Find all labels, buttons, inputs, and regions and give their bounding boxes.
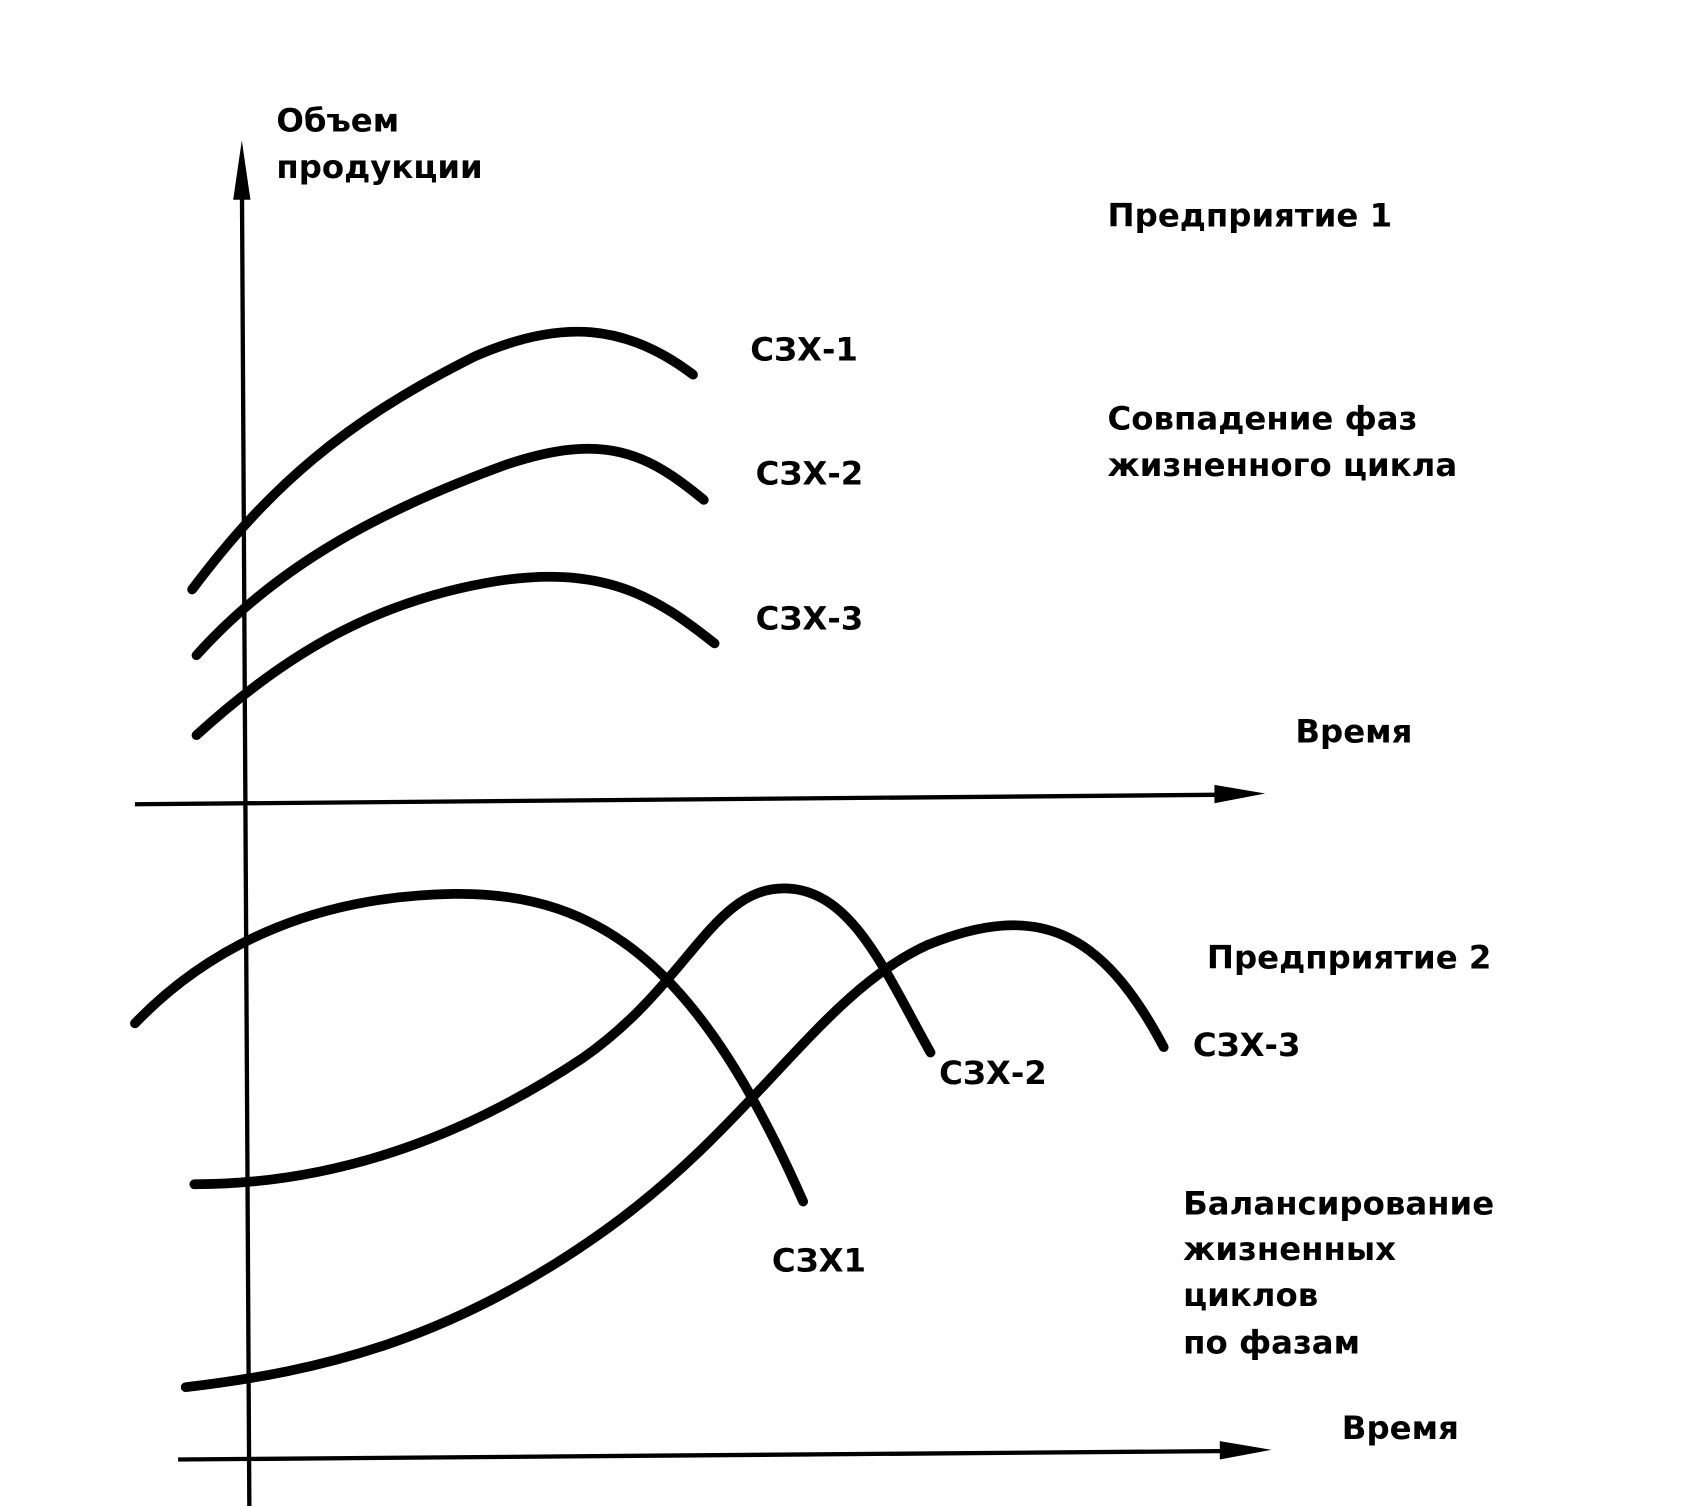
curve-bottom-2	[189, 883, 936, 1190]
description: по фазам	[1183, 1324, 1360, 1362]
description: жизненного цикла	[1108, 446, 1458, 484]
curve-label: СЗХ-2	[756, 455, 864, 493]
panel-title: Предприятие 2	[1207, 938, 1492, 976]
description: циклов	[1183, 1276, 1318, 1314]
curve-label: СЗХ-3	[756, 599, 864, 637]
curve-bottom-3	[180, 920, 1169, 1393]
curve-label: СЗХ-1	[750, 331, 858, 369]
curve-label: СЗХ-2	[939, 1054, 1047, 1092]
y-axis	[239, 161, 252, 1506]
x-axis-top-arrow	[1214, 784, 1266, 804]
y-axis-label: Объем	[276, 102, 399, 140]
description: Балансирование	[1183, 1184, 1494, 1222]
curve-top-1	[187, 326, 698, 595]
description: жизненных	[1183, 1230, 1396, 1268]
x-axis-label: Время	[1342, 1409, 1459, 1447]
x-axis-label: Время	[1295, 713, 1412, 751]
x-axis-bottom-arrow	[1219, 1441, 1272, 1460]
description: Совпадение фаз	[1108, 400, 1418, 438]
curve-bottom-1	[130, 889, 808, 1207]
y-axis-label: продукции	[276, 148, 482, 186]
x-axis-top	[134, 792, 1242, 807]
x-axis-bottom	[178, 1448, 1247, 1462]
y-axis-arrow	[233, 140, 251, 200]
curve-label: СЗХ1	[772, 1242, 866, 1280]
panel-title: Предприятие 1	[1108, 197, 1393, 235]
curve-top-3	[191, 571, 720, 741]
curve-label: СЗХ-3	[1193, 1026, 1301, 1064]
curve-top-2	[191, 443, 709, 661]
